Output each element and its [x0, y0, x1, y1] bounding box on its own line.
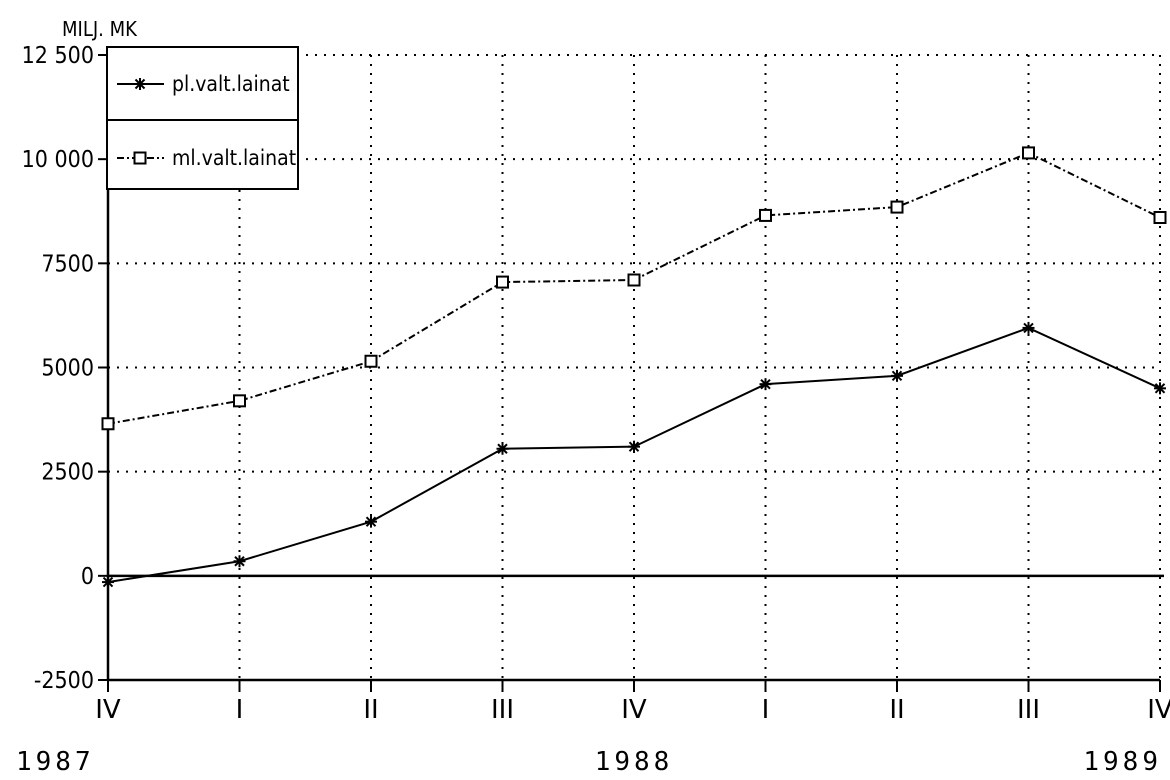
y-tick-label: 10 000 — [22, 147, 94, 173]
data-point — [233, 394, 246, 408]
data-point — [133, 151, 147, 165]
data-point — [1022, 321, 1035, 334]
series-lines — [101, 146, 1167, 589]
y-tick-label: 2500 — [41, 460, 94, 486]
y-tick-label: 5000 — [41, 356, 94, 382]
y-tick-label: 0 — [81, 564, 94, 590]
x-tick-label: IV — [621, 695, 647, 725]
series-ml.valt.lainat — [101, 146, 1167, 431]
data-point — [1022, 146, 1035, 160]
data-point — [627, 273, 641, 287]
legend-label: pl.valt.lainat — [172, 72, 290, 96]
y-tick-label: 12 500 — [22, 43, 94, 69]
series-line — [107, 326, 1161, 584]
x-tick-label: II — [363, 695, 378, 725]
data-point — [496, 275, 509, 289]
data-point — [233, 555, 246, 568]
data-point — [759, 208, 772, 222]
legend-box — [106, 46, 299, 190]
axes — [98, 54, 1164, 692]
data-point — [364, 354, 378, 368]
data-point — [1153, 211, 1167, 224]
x-tick-label: I — [236, 695, 244, 725]
data-point — [101, 417, 115, 431]
data-point — [890, 200, 904, 214]
x-tick-label: IV — [95, 695, 121, 725]
y-axis-title: MILJ. MK — [62, 17, 138, 41]
legend-label: ml.valt.lainat — [172, 146, 296, 170]
x-tick-label: IV — [1147, 695, 1170, 725]
x-tick-label: III — [491, 695, 514, 725]
data-point — [134, 78, 146, 90]
data-point — [102, 576, 114, 589]
data-point — [365, 515, 377, 528]
x-tick-label: I — [762, 695, 770, 725]
data-point — [759, 378, 772, 391]
legend: pl.valt.lainat ml.valt.lainat — [106, 46, 299, 190]
series-line — [107, 151, 1161, 425]
legend-item: ml.valt.lainat — [117, 146, 296, 170]
x-tick-label: III — [1017, 695, 1040, 725]
year-label: 1989 — [1083, 747, 1162, 777]
data-point — [1154, 382, 1166, 395]
year-label: 1988 — [595, 747, 674, 777]
y-tick-label: -2500 — [34, 668, 94, 694]
data-point — [891, 369, 903, 382]
y-tick-label: 7500 — [41, 251, 94, 277]
year-label: 1987 — [16, 747, 95, 777]
x-tick-label: II — [889, 695, 904, 725]
data-point — [496, 442, 509, 455]
series-pl.valt.lainat — [102, 321, 1166, 589]
legend-item: pl.valt.lainat — [117, 72, 290, 96]
data-point — [628, 440, 640, 453]
